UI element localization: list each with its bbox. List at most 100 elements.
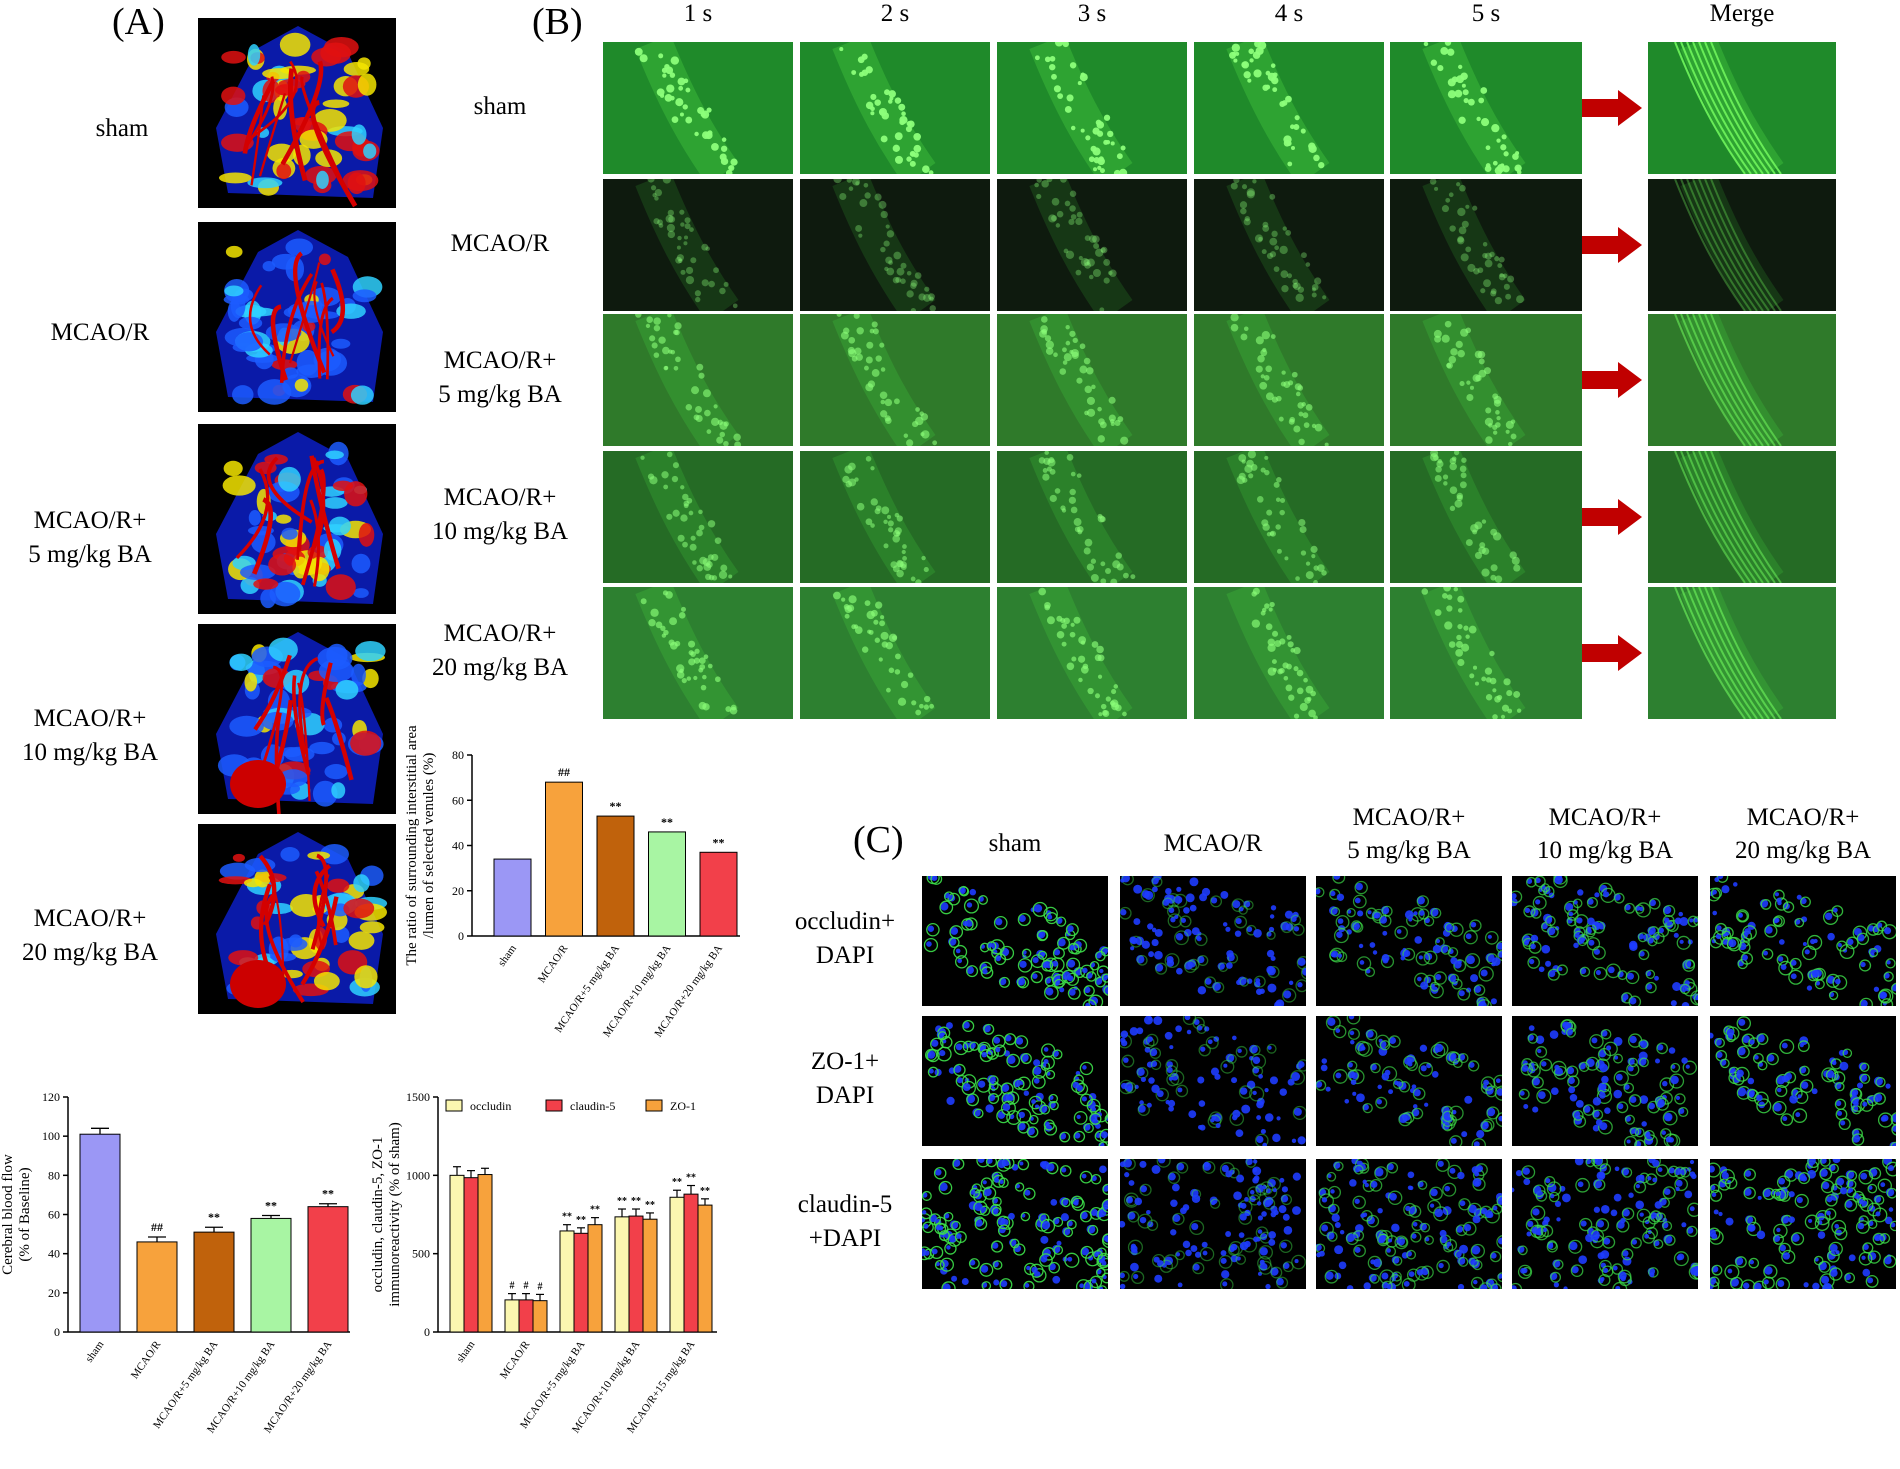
cell-dot [1300, 252, 1307, 259]
cell-dot [661, 471, 669, 479]
cell-dot [1449, 505, 1456, 512]
junction-ring [1218, 1254, 1233, 1269]
cell-dot [1095, 248, 1104, 257]
junction-ring [1687, 1202, 1698, 1217]
cell-dot [1303, 677, 1308, 683]
junction-ring [1815, 1209, 1831, 1226]
junction-ring [1057, 936, 1071, 950]
immunofluorescence-image [1120, 876, 1306, 1006]
junction-ring [1883, 1254, 1896, 1269]
y-tick-label: 40 [452, 839, 464, 853]
junction-ring [1053, 1216, 1064, 1227]
perfusion-blob [351, 663, 366, 686]
y-tick-label: 40 [48, 1247, 60, 1261]
nucleus-dot [1272, 1133, 1281, 1143]
cell-dot [897, 697, 907, 706]
cell-dot [690, 535, 696, 541]
cell-dot [1276, 548, 1282, 554]
cell-dot [1295, 576, 1300, 581]
cell-dot [1113, 169, 1121, 174]
junction-ring [1406, 1249, 1417, 1260]
nucleus-dot [939, 1182, 948, 1192]
junction-ring [1386, 1161, 1399, 1174]
junction-ring [1235, 1045, 1248, 1058]
perfusion-blob [325, 450, 344, 460]
nucleus-dot [1040, 1235, 1049, 1244]
perfusion-blob [328, 516, 351, 536]
legend-label: claudin-5 [570, 1099, 615, 1113]
immunofluorescence-image [922, 1159, 1108, 1289]
nucleus-dot [1319, 1250, 1325, 1257]
junction-ring [1624, 1114, 1635, 1125]
nucleus-dot [1587, 917, 1595, 926]
cell-dot [704, 409, 711, 417]
junction-ring [1041, 1247, 1056, 1261]
cell-dot [1461, 220, 1469, 228]
junction-ring [1333, 1161, 1344, 1172]
nucleus-dot [1547, 1183, 1557, 1193]
junction-ring [1444, 1238, 1458, 1252]
perfusion-map [198, 624, 396, 814]
junction-ring [1859, 997, 1873, 1006]
hot-region [230, 760, 286, 808]
cell-dot [1080, 128, 1085, 133]
junction-ring [1458, 1052, 1469, 1064]
perfusion-blob [280, 847, 300, 862]
nucleus-dot [1282, 1213, 1290, 1221]
bar [642, 1218, 658, 1333]
junction-ring [983, 1023, 995, 1035]
junction-ring [1103, 985, 1108, 996]
nucleus-dot [1302, 967, 1306, 976]
junction-ring [1449, 1135, 1463, 1146]
immunofluorescence-image [1512, 1159, 1698, 1289]
cell-dot [846, 179, 852, 183]
cell-dot [1285, 229, 1292, 236]
cell-dot [871, 321, 878, 328]
perfusion-blob [331, 782, 346, 799]
venule-band [1226, 587, 1330, 719]
cell-dot [867, 629, 872, 634]
nucleus-dot [1175, 1252, 1181, 1257]
cell-dot [1045, 347, 1054, 355]
nucleus-dot [1545, 1177, 1551, 1184]
nucleus-dot [1613, 1037, 1623, 1046]
nucleus-dot [1487, 934, 1492, 939]
cell-dot [1051, 215, 1058, 222]
junction-ring [1458, 1198, 1471, 1211]
nucleus-dot [1403, 949, 1411, 957]
junction-ring [1009, 1238, 1020, 1249]
nucleus-dot [1188, 1110, 1197, 1119]
immunofluorescence-graphic [1316, 876, 1502, 1006]
junction-ring [1291, 1254, 1306, 1270]
nucleus-dot [1174, 895, 1183, 904]
junction-ring [1530, 908, 1542, 919]
fluorescence-graphic [1422, 179, 1526, 311]
cell-dot [1111, 702, 1120, 711]
nucleus-dot [1476, 1130, 1485, 1139]
nucleus-dot [1424, 1102, 1429, 1107]
perfusion-blob [221, 50, 246, 64]
bar [545, 781, 583, 937]
nucleus-dot [1019, 1161, 1024, 1166]
junction-ring [953, 1063, 966, 1077]
hot-region [230, 960, 286, 1008]
junction-ring [1530, 1205, 1546, 1221]
cell-dot [662, 346, 670, 355]
nucleus-dot [1282, 1262, 1290, 1269]
nucleus-dot [1223, 1063, 1228, 1068]
cell-dot [714, 537, 722, 544]
nucleus-dot [1638, 1040, 1644, 1046]
nucleus-dot [1600, 1204, 1610, 1214]
nucleus-dot [1004, 1034, 1012, 1042]
nucleus-dot [1661, 1130, 1666, 1135]
cell-dot [667, 209, 675, 217]
bar [532, 1300, 548, 1333]
nucleus-dot [946, 1096, 955, 1106]
nucleus-dot [1599, 1063, 1608, 1073]
cell-dot [677, 534, 685, 542]
junction-ring [1416, 895, 1430, 908]
junction-ring [1710, 887, 1723, 899]
nucleus-dot [1530, 943, 1536, 950]
cell-dot [1113, 684, 1119, 689]
nucleus-dot [1139, 1160, 1147, 1168]
